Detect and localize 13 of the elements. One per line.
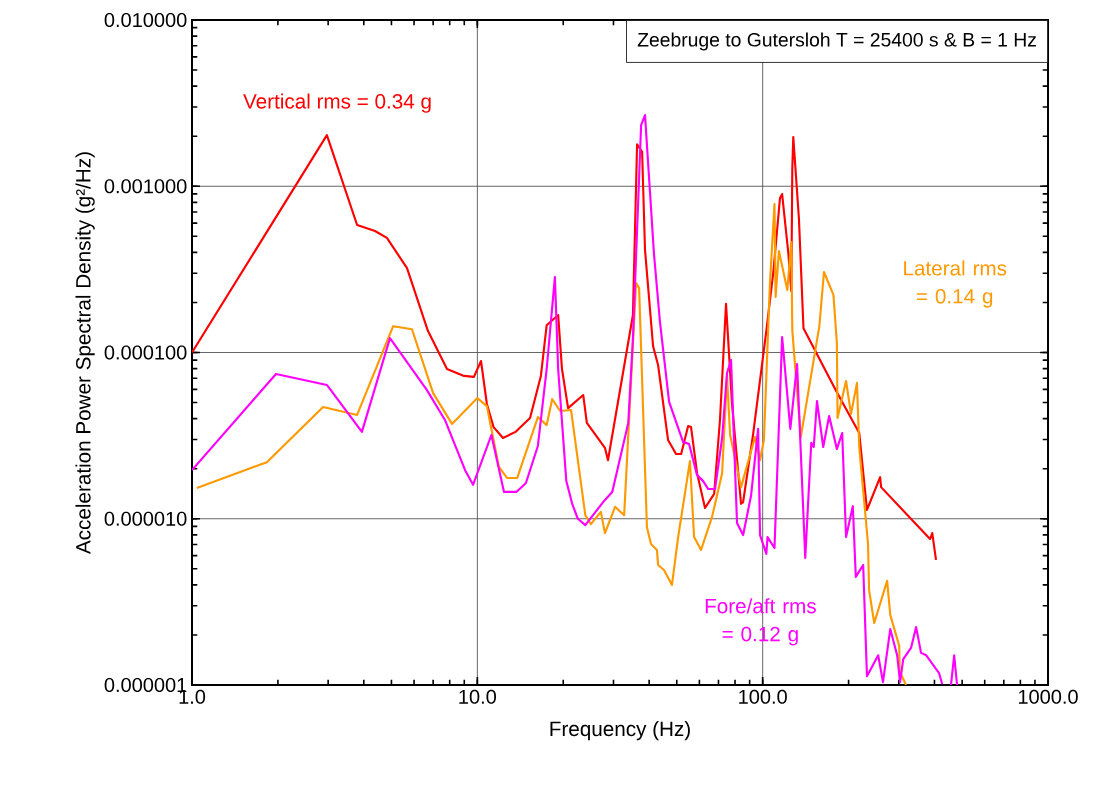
x-axis-title: Frequency (Hz) — [550, 721, 690, 741]
annotation: Zeebruge to Gutersloh T = 25400 s & B = 1 Hz — [637, 32, 1036, 51]
text: Fore/aft rms = 0.12 g — [705, 598, 816, 646]
y-tick-label: 0.000100 — [104, 345, 187, 360]
y-tick-label: 0.000010 — [104, 511, 187, 526]
series-label: Vertical rms = 0.34 g — [243, 93, 431, 113]
x-tick-label: 1000.0 — [1018, 689, 1078, 704]
x-tick-label: 100.0 — [739, 689, 787, 704]
x-tick-label: 10.0 — [459, 689, 497, 704]
y-axis-title: Acceleration Power Spectral Density (g²/Hz) — [75, 152, 95, 555]
y-tick-label: 0.010000 — [104, 12, 187, 28]
y-tick-label: 0.001000 — [104, 179, 187, 194]
text: Lateral rms = 0.14 g — [904, 260, 1007, 308]
